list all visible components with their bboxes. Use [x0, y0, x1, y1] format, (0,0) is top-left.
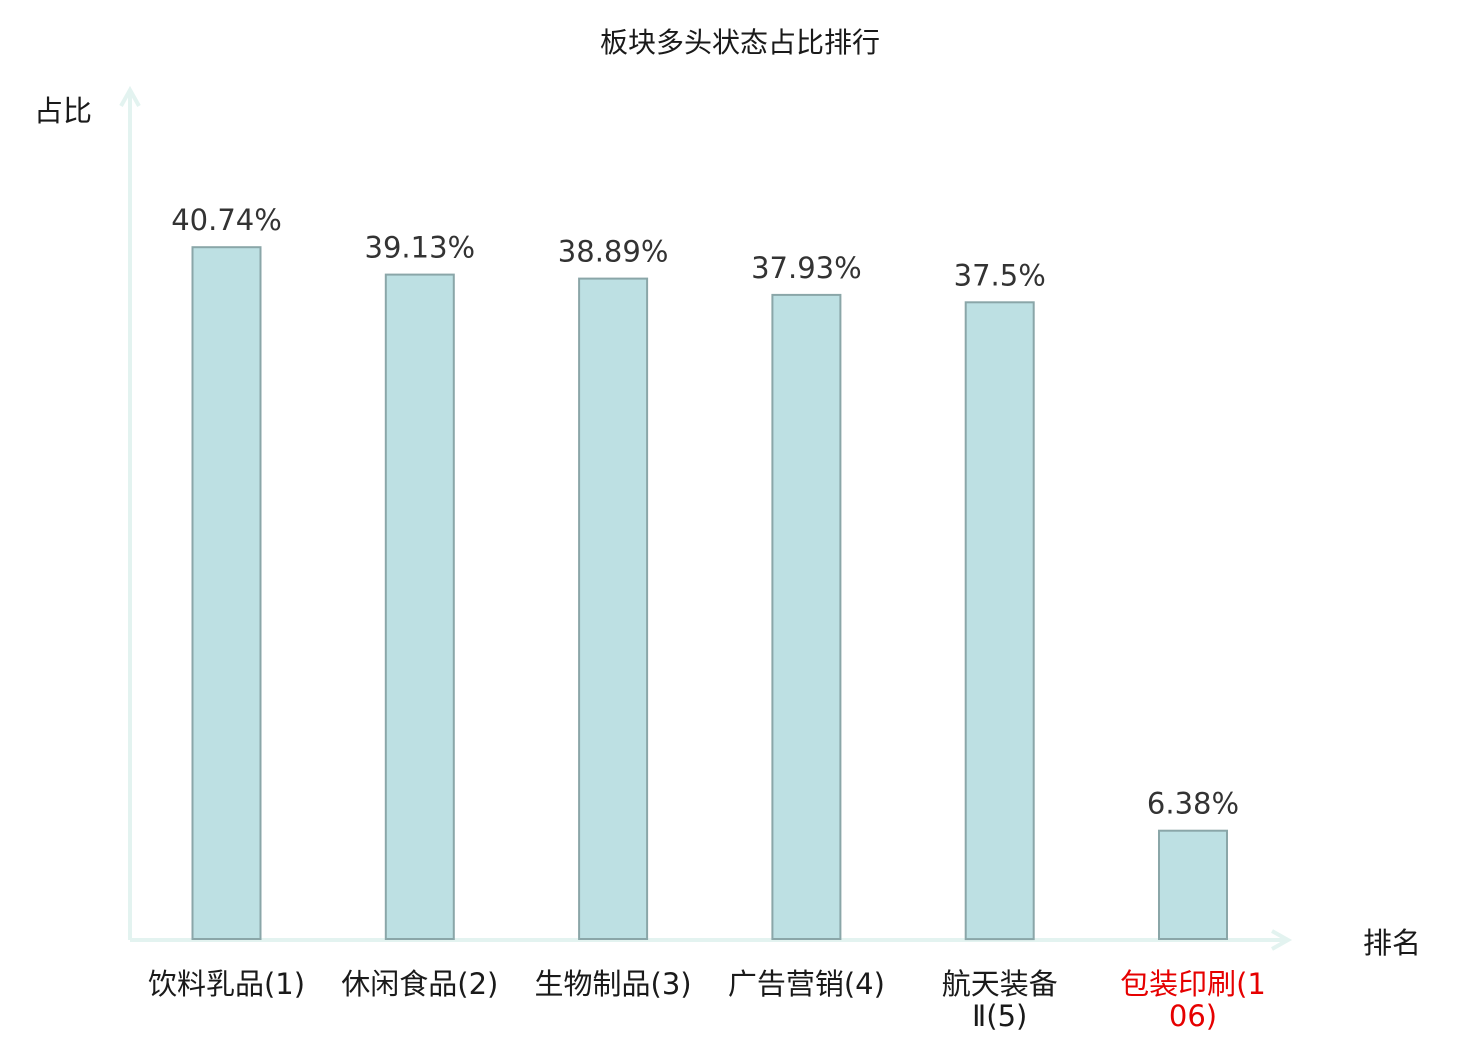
y-axis-label: 占比 [34, 94, 92, 128]
bar-3 [578, 277, 649, 941]
x-axis-arrow [1271, 929, 1293, 951]
value-label-5: 37.5% [954, 258, 1046, 292]
value-label-2: 39.13% [365, 231, 476, 265]
value-labels-group: 40.74% 39.13% 38.89% 37.93% 37.5% 6.38% [171, 203, 1239, 821]
bar-5 [964, 301, 1035, 941]
chart-title: 板块多头状态占比排行 [600, 26, 880, 59]
category-label-1: 饮料乳品(1) [148, 967, 305, 1001]
value-label-3: 38.89% [558, 235, 669, 269]
value-label-6: 6.38% [1147, 787, 1239, 821]
category-label-5: 航天装备 Ⅱ(5) [942, 967, 1058, 1033]
category-label-2: 休闲食品(2) [341, 967, 498, 1001]
category-label-3: 生物制品(3) [535, 967, 692, 1001]
bar-2 [384, 273, 455, 941]
bar-6 [1158, 829, 1228, 941]
bars-group [191, 246, 1228, 941]
y-axis-arrow [119, 85, 141, 107]
category-labels-group: 饮料乳品(1) 休闲食品(2) 生物制品(3) 广告营销(4) 航天装备 Ⅱ(5) 包装印刷… [148, 967, 1266, 1033]
value-label-1: 40.74% [171, 203, 282, 237]
category-label-6: 包装印刷(1 06) [1120, 967, 1266, 1033]
x-axis-label: 排名 [1363, 926, 1421, 960]
bar-4 [771, 293, 842, 940]
bar-1 [191, 246, 262, 940]
value-label-4: 37.93% [751, 251, 862, 285]
category-label-4: 广告营销(4) [728, 967, 885, 1001]
